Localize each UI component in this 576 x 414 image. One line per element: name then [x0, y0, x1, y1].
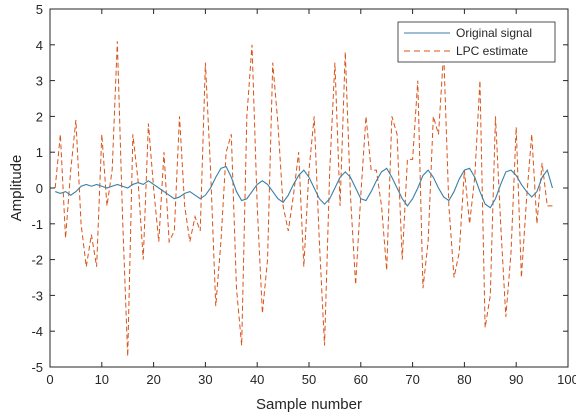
x-tick-label: 70	[405, 372, 419, 387]
y-tick-label: 4	[36, 38, 43, 53]
x-tick-label: 20	[146, 372, 160, 387]
x-tick-label: 40	[250, 372, 264, 387]
series-line-original-signal	[55, 165, 553, 209]
x-tick-label: 50	[302, 372, 316, 387]
x-tick-label: 80	[457, 372, 471, 387]
x-tick-label: 0	[46, 372, 53, 387]
y-tick-label: -4	[31, 324, 43, 339]
y-tick-label: 3	[36, 74, 43, 89]
legend-box	[397, 21, 556, 63]
y-tick-label: 2	[36, 109, 43, 124]
y-tick-label: -5	[31, 360, 43, 375]
x-tick-label: 10	[95, 372, 109, 387]
x-axis-title: Sample number	[256, 396, 362, 413]
y-axis-title: Amplitude	[8, 155, 25, 222]
x-axis: 0 10 20 30 40 50 60 70 80 90 100	[46, 9, 576, 387]
series-line-lpc-estimate	[54, 41, 553, 357]
y-tick-label: -1	[31, 217, 43, 232]
y-tick-label: 5	[36, 2, 43, 17]
y-tick-label: -3	[31, 288, 43, 303]
legend: Original signal LPC estimate	[397, 21, 556, 63]
x-tick-label: 90	[509, 372, 523, 387]
plot-lines	[54, 41, 553, 357]
x-tick-label: 100	[557, 372, 576, 387]
x-tick-label: 60	[354, 372, 368, 387]
legend-label-lpc-estimate: LPC estimate	[456, 44, 528, 58]
y-axis: -5 -4 -3 -2 -1 0 1 2 3 4 5	[31, 2, 568, 375]
y-tick-label: 1	[36, 145, 43, 160]
x-tick-label: 30	[198, 372, 212, 387]
legend-label-original-signal: Original signal	[456, 26, 532, 40]
y-tick-label: -2	[31, 253, 43, 268]
y-tick-label: 0	[36, 181, 43, 196]
